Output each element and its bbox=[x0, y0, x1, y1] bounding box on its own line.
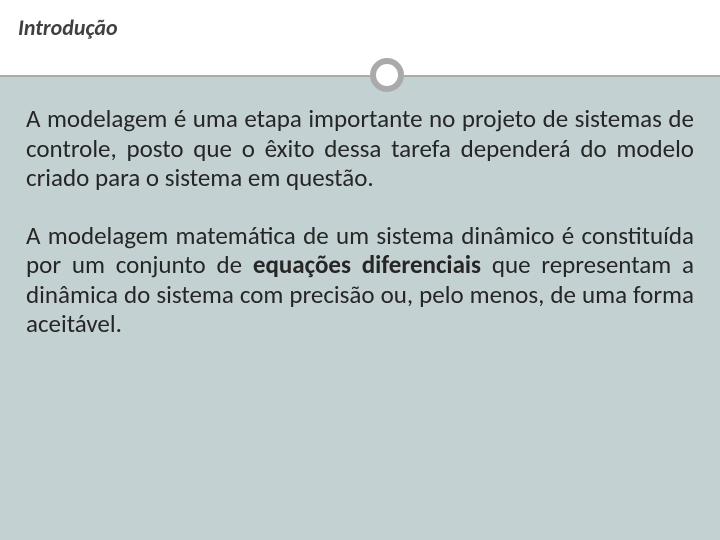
paragraph-2: A modelagem matemática de um sistema din… bbox=[26, 221, 694, 339]
slide-content: A modelagem é uma etapa importante no pr… bbox=[0, 76, 720, 540]
slide-title: Introdução bbox=[18, 14, 702, 41]
paragraph-1: A modelagem é uma etapa importante no pr… bbox=[26, 104, 694, 193]
divider-line bbox=[0, 75, 720, 77]
paragraph-2-bold: equações diferenciais bbox=[253, 249, 481, 280]
slide-header: Introdução bbox=[0, 0, 720, 76]
slide: Introdução A modelagem é uma etapa impor… bbox=[0, 0, 720, 540]
ring-icon bbox=[370, 58, 404, 92]
